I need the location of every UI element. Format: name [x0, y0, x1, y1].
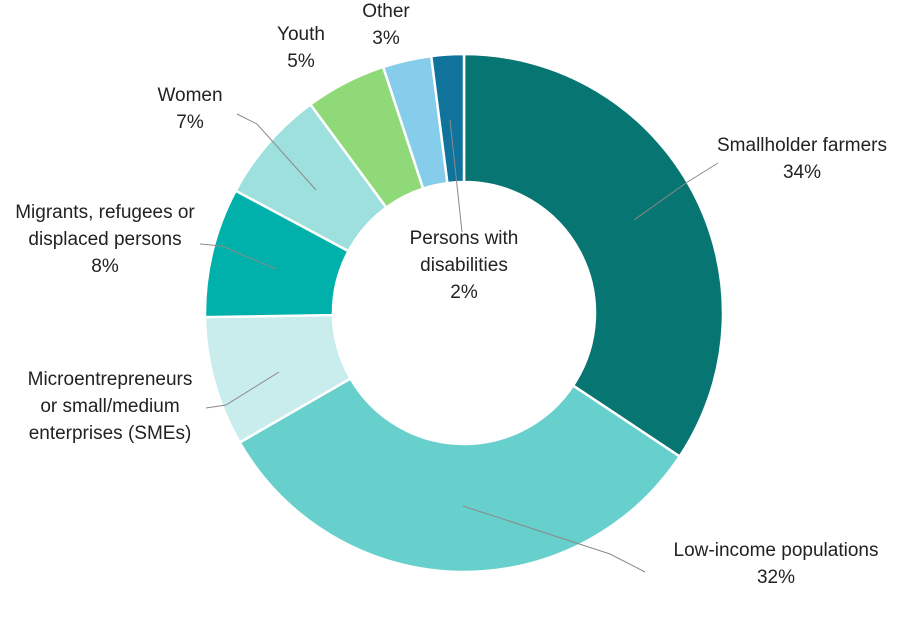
slice-label-7: Persons with disabilities 2%: [410, 228, 519, 303]
slice-label-2: Microentrepreneurs or small/medium enterpr…: [28, 369, 193, 444]
donut-slices: [203, 52, 725, 574]
leader-line-2: [205, 371, 280, 409]
slice-label-line: 7%: [176, 112, 204, 133]
slice-label-line: enterprises (SMEs): [29, 423, 192, 444]
slice-0: [462, 52, 725, 459]
slice-label-5: Youth 5%: [277, 24, 325, 72]
slice-labels: Smallholder farmers 34% Low-income populat…: [15, 1, 887, 588]
leader-line-1: [462, 505, 646, 573]
slice-label-line: Migrants, refugees or: [15, 202, 195, 223]
slice-label-line: 3%: [372, 28, 400, 49]
slice-label-line: Low-income populations: [674, 540, 879, 561]
slice-label-line: Smallholder farmers: [717, 135, 887, 156]
slice-label-line: Youth: [277, 24, 325, 45]
leader-lines: [199, 113, 719, 573]
slice-label-line: 8%: [91, 256, 119, 277]
slice-label-line: displaced persons: [28, 229, 181, 250]
slice-label-line: Women: [157, 85, 222, 106]
slice-label-0: Smallholder farmers 34%: [717, 135, 887, 183]
leader-line-4: [236, 113, 317, 191]
slice-label-line: disabilities: [420, 255, 508, 276]
slice-label-3: Migrants, refugees or displaced persons 8%: [15, 202, 195, 277]
slice-label-6: Other 3%: [362, 1, 410, 49]
slice-label-line: Persons with: [410, 228, 519, 249]
slice-label-line: Other: [362, 1, 410, 22]
slice-label-1: Low-income populations 32%: [674, 540, 879, 588]
leader-line-0: [633, 162, 719, 221]
slice-7: [429, 52, 466, 185]
slice-label-line: or small/medium: [40, 396, 179, 417]
slice-1: [237, 376, 682, 574]
slice-label-line: Microentrepreneurs: [28, 369, 193, 390]
slice-label-line: 2%: [450, 282, 478, 303]
slice-label-line: 34%: [783, 162, 821, 183]
leader-line-7: [449, 119, 463, 233]
slice-label-4: Women 7%: [157, 85, 222, 133]
slice-label-line: 32%: [757, 567, 795, 588]
slice-label-line: 5%: [287, 51, 315, 72]
leader-line-3: [199, 243, 277, 270]
